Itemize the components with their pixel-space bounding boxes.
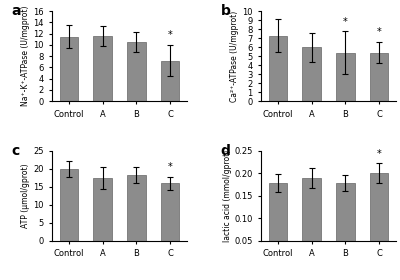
- Text: *: *: [377, 149, 382, 159]
- Bar: [93, 178, 112, 241]
- Bar: [161, 183, 179, 241]
- Bar: [336, 53, 355, 101]
- Text: d: d: [221, 144, 230, 158]
- Text: a: a: [12, 4, 21, 18]
- Bar: [336, 183, 355, 263]
- Text: *: *: [343, 17, 348, 27]
- Y-axis label: Na⁺-K⁺-ATPase (U/mgprot): Na⁺-K⁺-ATPase (U/mgprot): [21, 6, 30, 106]
- Text: *: *: [377, 27, 382, 37]
- Y-axis label: ATP (μmol/gprot): ATP (μmol/gprot): [21, 164, 30, 228]
- Bar: [127, 175, 146, 241]
- Bar: [370, 173, 388, 263]
- Bar: [370, 53, 388, 101]
- Text: *: *: [168, 162, 172, 172]
- Text: c: c: [12, 144, 20, 158]
- Bar: [269, 36, 287, 101]
- Text: *: *: [168, 31, 172, 41]
- Bar: [60, 36, 78, 101]
- Bar: [269, 183, 287, 263]
- Y-axis label: Ca²⁺-ATPase (U/mgprot): Ca²⁺-ATPase (U/mgprot): [230, 11, 240, 102]
- Bar: [127, 42, 146, 101]
- Bar: [302, 178, 321, 263]
- Y-axis label: lactic acid (mmol/gprot): lactic acid (mmol/gprot): [223, 150, 232, 242]
- Text: b: b: [221, 4, 230, 18]
- Bar: [161, 61, 179, 101]
- Bar: [93, 36, 112, 101]
- Bar: [60, 169, 78, 241]
- Bar: [302, 47, 321, 101]
